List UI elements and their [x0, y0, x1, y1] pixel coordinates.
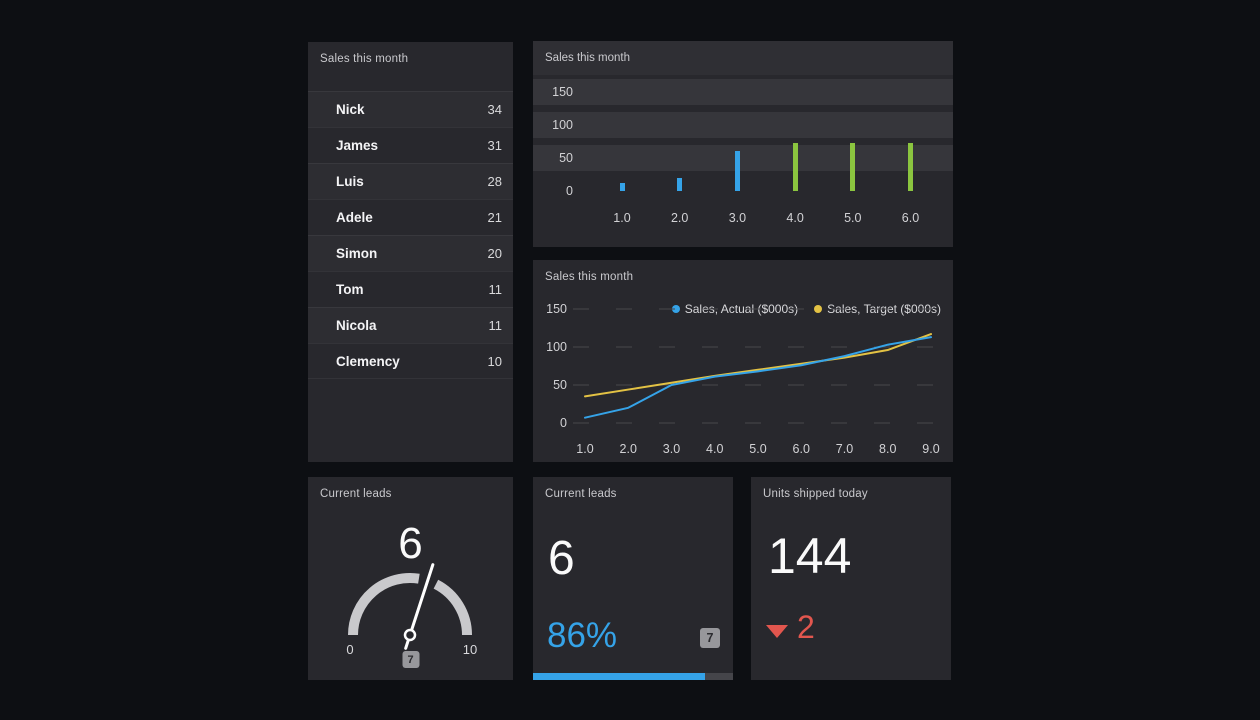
- x-axis-tick-label: 4.0: [706, 442, 723, 456]
- leaderboard-value: 21: [487, 210, 502, 225]
- leaderboard-row: Tom 11: [308, 271, 513, 307]
- legend-item: Sales, Actual ($000s): [671, 302, 799, 316]
- x-axis-tick-label: 1.0: [576, 442, 593, 456]
- gauge-dial: 0 10: [346, 563, 477, 657]
- leaderboard-panel: Sales this month Nick 34 James 31 Luis 28 Adel…: [308, 42, 513, 462]
- y-axis-tick-label: 150: [552, 85, 573, 99]
- gauge-value: 6: [398, 519, 423, 568]
- leads-panel: Current leads 6 86% 7: [533, 477, 733, 680]
- leaderboard-row: James 31: [308, 127, 513, 163]
- leads-badge: 7: [700, 628, 720, 648]
- leaderboard-value: 11: [488, 318, 503, 333]
- leads-percent: 86%: [547, 616, 618, 655]
- leaderboard-name: Luis: [336, 174, 364, 189]
- leaderboard-name: Simon: [336, 246, 378, 261]
- panel-title: Units shipped today: [763, 488, 868, 500]
- y-axis-tick-label: 0: [560, 416, 567, 430]
- x-axis-tick-label: 2.0: [670, 211, 689, 225]
- chart-row-stripe: [533, 145, 953, 171]
- y-axis-tick-label: 50: [553, 378, 567, 392]
- leaderboard-name: Nick: [336, 102, 365, 117]
- target-line: [584, 333, 932, 398]
- arrow-down-icon: [766, 625, 788, 638]
- leaderboard-name: Adele: [336, 210, 373, 225]
- gauge-max-label: 10: [463, 642, 477, 657]
- leaderboard-value: 11: [488, 282, 503, 297]
- gauge-needle-pivot: [403, 628, 417, 642]
- leaderboard-value: 28: [487, 174, 502, 189]
- leaderboard-row: Simon 20: [308, 235, 513, 271]
- leaderboard-row: Luis 28: [308, 163, 513, 199]
- line-chart: 0 50 100 150 1.0 2.0 3.0 4.0 5.0 6.0 7.0 8.0 9.0: [546, 302, 943, 456]
- leaderboard-row: Clemency 10: [308, 343, 513, 379]
- gauge-arc: [433, 579, 472, 636]
- y-axis-tick-label: 150: [546, 302, 567, 316]
- actual-line: [584, 336, 932, 419]
- line-chart-panel: Sales this month Sales, Actual ($000s) Sa…: [533, 260, 953, 462]
- bar-column: [850, 143, 856, 191]
- panel-title: Sales this month: [545, 271, 634, 283]
- chart-row-stripe: [533, 112, 953, 138]
- bar-column: [619, 183, 625, 191]
- panel-header: Sales this month: [533, 41, 953, 75]
- legend-dot-icon: [671, 305, 680, 313]
- y-axis-tick-label: 100: [546, 340, 567, 354]
- x-axis-tick-label: 6.0: [793, 442, 810, 456]
- leaderboard-name: Nicola: [336, 318, 377, 333]
- x-axis-tick-label: 3.0: [663, 442, 680, 456]
- bar-column: [734, 151, 740, 191]
- legend-dot-icon: [814, 305, 823, 313]
- x-axis-tick-label: 5.0: [749, 442, 766, 456]
- bar-column: [677, 177, 683, 191]
- bar-chart-panel: Sales this month 0 50 100 150 1.0 2.0 3.0 4.0 5.…: [533, 41, 953, 247]
- x-axis-tick-label: 9.0: [922, 442, 939, 456]
- panel-title: Current leads: [545, 488, 617, 500]
- progress-bar-track: [533, 673, 733, 680]
- leaderboard-row: Adele 21: [308, 199, 513, 235]
- leaderboard-name: James: [336, 138, 379, 153]
- gauge-arc: [348, 573, 420, 636]
- x-axis-tick-label: 7.0: [836, 442, 853, 456]
- leaderboard-name: Tom: [336, 282, 364, 297]
- x-axis-tick-label: 6.0: [901, 211, 920, 225]
- panel-title: Current leads: [320, 488, 392, 500]
- leaderboard-name: Clemency: [336, 353, 400, 369]
- x-axis-tick-label: 2.0: [620, 442, 637, 456]
- progress-bar-fill: [533, 673, 705, 680]
- panel-title: Sales this month: [320, 53, 409, 65]
- leaderboard-row: Nicola 11: [308, 307, 513, 343]
- leaderboard-value: 34: [487, 102, 502, 117]
- x-axis-tick-label: 3.0: [728, 211, 747, 225]
- bar-chart: 0 50 100 150 1.0 2.0 3.0 4.0 5.0 6.0: [533, 75, 953, 247]
- units-change-value: 2: [797, 609, 815, 645]
- x-axis-tick-label: 5.0: [844, 211, 862, 225]
- gauge-min-label: 0: [346, 642, 353, 657]
- leaderboard-value: 20: [487, 246, 502, 261]
- x-axis-tick-label: 8.0: [879, 442, 896, 456]
- x-axis-tick-label: 4.0: [786, 211, 804, 225]
- chart-row-stripe: [533, 79, 953, 105]
- y-axis-tick-label: 0: [566, 184, 573, 198]
- panel-title: Sales this month: [545, 52, 631, 64]
- units-value: 144: [768, 528, 852, 584]
- gauge-panel: Current leads 6 0 10 7: [308, 477, 513, 680]
- bar-column: [792, 143, 798, 191]
- leaderboard-value: 31: [487, 138, 502, 153]
- leads-value: 6: [548, 532, 575, 585]
- units-panel: Units shipped today 144 2: [751, 477, 951, 680]
- x-axis-tick-label: 1.0: [613, 211, 631, 225]
- leaderboard-value: 10: [487, 353, 502, 369]
- gauge-badge: 7: [402, 651, 419, 668]
- y-axis-tick-label: 100: [552, 118, 573, 132]
- bar-column: [908, 143, 913, 191]
- leaderboard-list: Nick 34 James 31 Luis 28 Adele 21 Simon 20 Tom 11 Ni…: [308, 91, 513, 379]
- legend-label: Sales, Actual ($000s): [684, 302, 799, 316]
- leaderboard-row: Nick 34: [308, 91, 513, 127]
- y-axis-tick-label: 50: [559, 151, 573, 165]
